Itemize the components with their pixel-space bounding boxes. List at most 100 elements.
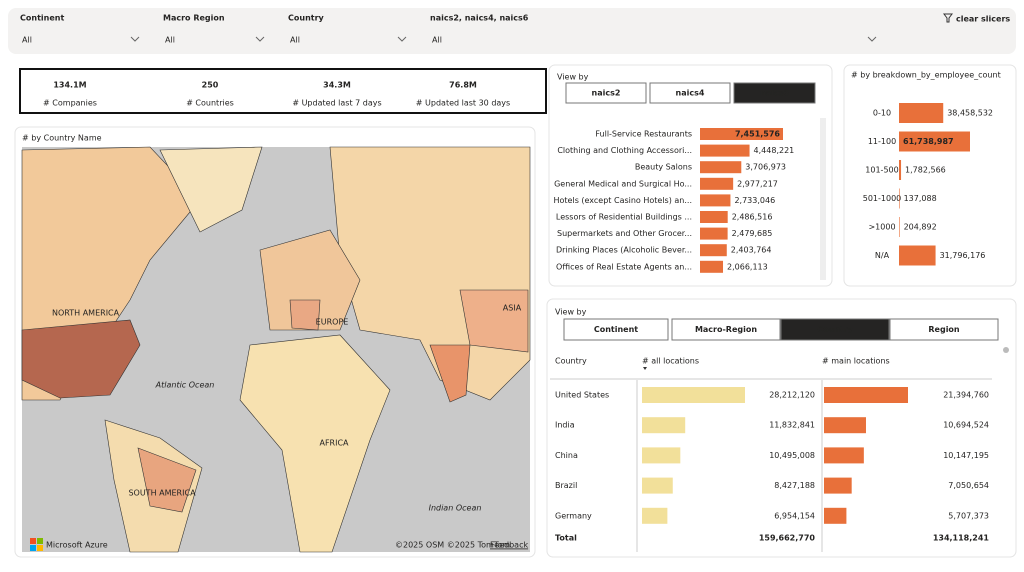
chevron: [130, 36, 140, 42]
naics-label: Lessors of Residential Buildings ...: [556, 213, 692, 222]
naics-label: General Medical and Surgical Ho...: [554, 179, 692, 188]
employee-card: [843, 64, 1017, 287]
greenland: [159, 146, 263, 233]
map-label: AFRICA: [319, 439, 349, 448]
kpi-label: # Countries: [186, 99, 234, 108]
column-header[interactable]: # main locations: [822, 357, 890, 366]
kpi-label: # Updated last 7 days: [292, 99, 381, 108]
employee-label: 0-10: [873, 109, 891, 118]
country-name: United States: [555, 391, 609, 400]
slicer-label: naics2, naics4, naics6: [430, 14, 529, 23]
tab[interactable]: [565, 82, 647, 104]
tab[interactable]: [671, 318, 781, 341]
naics-value: 2,733,046: [734, 196, 775, 205]
main-bar: [824, 387, 908, 403]
naics-label: Supermarkets and Other Grocer...: [557, 229, 692, 238]
main-bar: [824, 447, 864, 464]
kpi-value: 76.8M: [449, 81, 477, 90]
scroll-dot: [1003, 347, 1009, 353]
country-name: China: [555, 451, 578, 460]
view-by: View by: [557, 73, 589, 82]
kpi-value: 250: [202, 81, 219, 90]
naics-label: Beauty Salons: [635, 163, 692, 172]
naics-bar: [700, 194, 731, 207]
main-bar: [824, 507, 847, 524]
all-value: 28,212,120: [769, 391, 815, 400]
tab[interactable]: [649, 82, 731, 104]
tab[interactable]: [563, 318, 669, 341]
slicer-value[interactable]: All: [432, 36, 442, 45]
main-value: 10,147,195: [943, 451, 989, 460]
naics-card: [548, 64, 833, 287]
all-value: 10,495,008: [769, 451, 815, 460]
tab-label[interactable]: naics2: [592, 89, 621, 98]
clear-slicers[interactable]: clear slicers: [956, 15, 1010, 24]
main-bar: [824, 417, 866, 434]
naics-value: 2,066,113: [727, 262, 768, 271]
united-states: [21, 319, 141, 399]
chevron: [867, 36, 877, 42]
tab[interactable]: [733, 82, 816, 104]
naics-value: 2,977,217: [737, 179, 778, 188]
brazil: [137, 447, 197, 513]
all-value: 8,427,188: [774, 481, 815, 490]
tab-label[interactable]: Macro-Region: [695, 325, 757, 334]
employee-value: 1,782,566: [905, 166, 946, 175]
kpi-box: [19, 68, 547, 114]
tab-label[interactable]: Country: [817, 325, 854, 334]
employee-label: 11-100: [868, 137, 896, 146]
all-bar: [642, 507, 668, 524]
sort-arrow: [643, 367, 647, 370]
employee-bar: [899, 103, 944, 123]
country-name: India: [555, 421, 575, 430]
slicer-value[interactable]: All: [22, 36, 32, 45]
map-feedback[interactable]: Feedback: [490, 541, 528, 550]
employee-label: >1000: [868, 223, 895, 232]
total-name: Total: [555, 534, 577, 543]
naics-value: 7,451,576: [735, 130, 780, 139]
country-name: Germany: [555, 511, 592, 520]
all-bar: [642, 387, 745, 403]
employee-bar: [899, 131, 970, 152]
employee-value: 38,458,532: [947, 109, 993, 118]
tab-label[interactable]: naics4: [676, 89, 705, 98]
column-header[interactable]: # all locations: [642, 357, 699, 366]
total-all: 159,662,770: [759, 534, 816, 543]
slicer-value[interactable]: All: [290, 36, 300, 45]
all-value: 11,832,841: [769, 421, 815, 430]
naics-bar: [700, 244, 727, 257]
clear-icon: [943, 13, 953, 23]
chevron: [397, 36, 407, 42]
country-name: Brazil: [555, 481, 577, 490]
employee-title: # by breakdown_by_employee_count: [851, 71, 1001, 80]
tab-label[interactable]: Continent: [594, 325, 638, 334]
main-value: 5,707,373: [948, 511, 989, 520]
map-label: Indian Ocean: [429, 504, 482, 513]
tab[interactable]: [780, 318, 890, 341]
map-label: SOUTH AMERICA: [128, 489, 196, 498]
india: [429, 344, 471, 403]
employee-value: 204,892: [904, 223, 937, 232]
kpi-label: # Companies: [43, 99, 97, 108]
map: [21, 146, 531, 553]
main-value: 21,394,760: [943, 391, 989, 400]
chevron: [255, 36, 265, 42]
naics-label: Hotels (except Casino Hotels) an...: [554, 196, 693, 205]
naics-value: 4,448,221: [754, 146, 795, 155]
tab[interactable]: [889, 318, 999, 341]
tab-label[interactable]: naics6: [760, 89, 789, 98]
kpi-value: 34.3M: [323, 81, 351, 90]
naics-bar: [700, 128, 783, 140]
logo: [37, 545, 43, 551]
naics-value: 2,479,685: [732, 229, 773, 238]
map-label: Atlantic Ocean: [155, 381, 215, 390]
tab-label[interactable]: Region: [928, 325, 960, 334]
column-header[interactable]: Country: [555, 357, 587, 366]
main-value: 10,694,524: [943, 421, 989, 430]
logo: [37, 538, 43, 544]
slicer-value[interactable]: All: [165, 36, 175, 45]
employee-label: 101-500: [865, 166, 898, 175]
all-value: 6,954,154: [774, 511, 815, 520]
all-bar: [642, 477, 673, 494]
employee-label: N/A: [875, 251, 890, 260]
